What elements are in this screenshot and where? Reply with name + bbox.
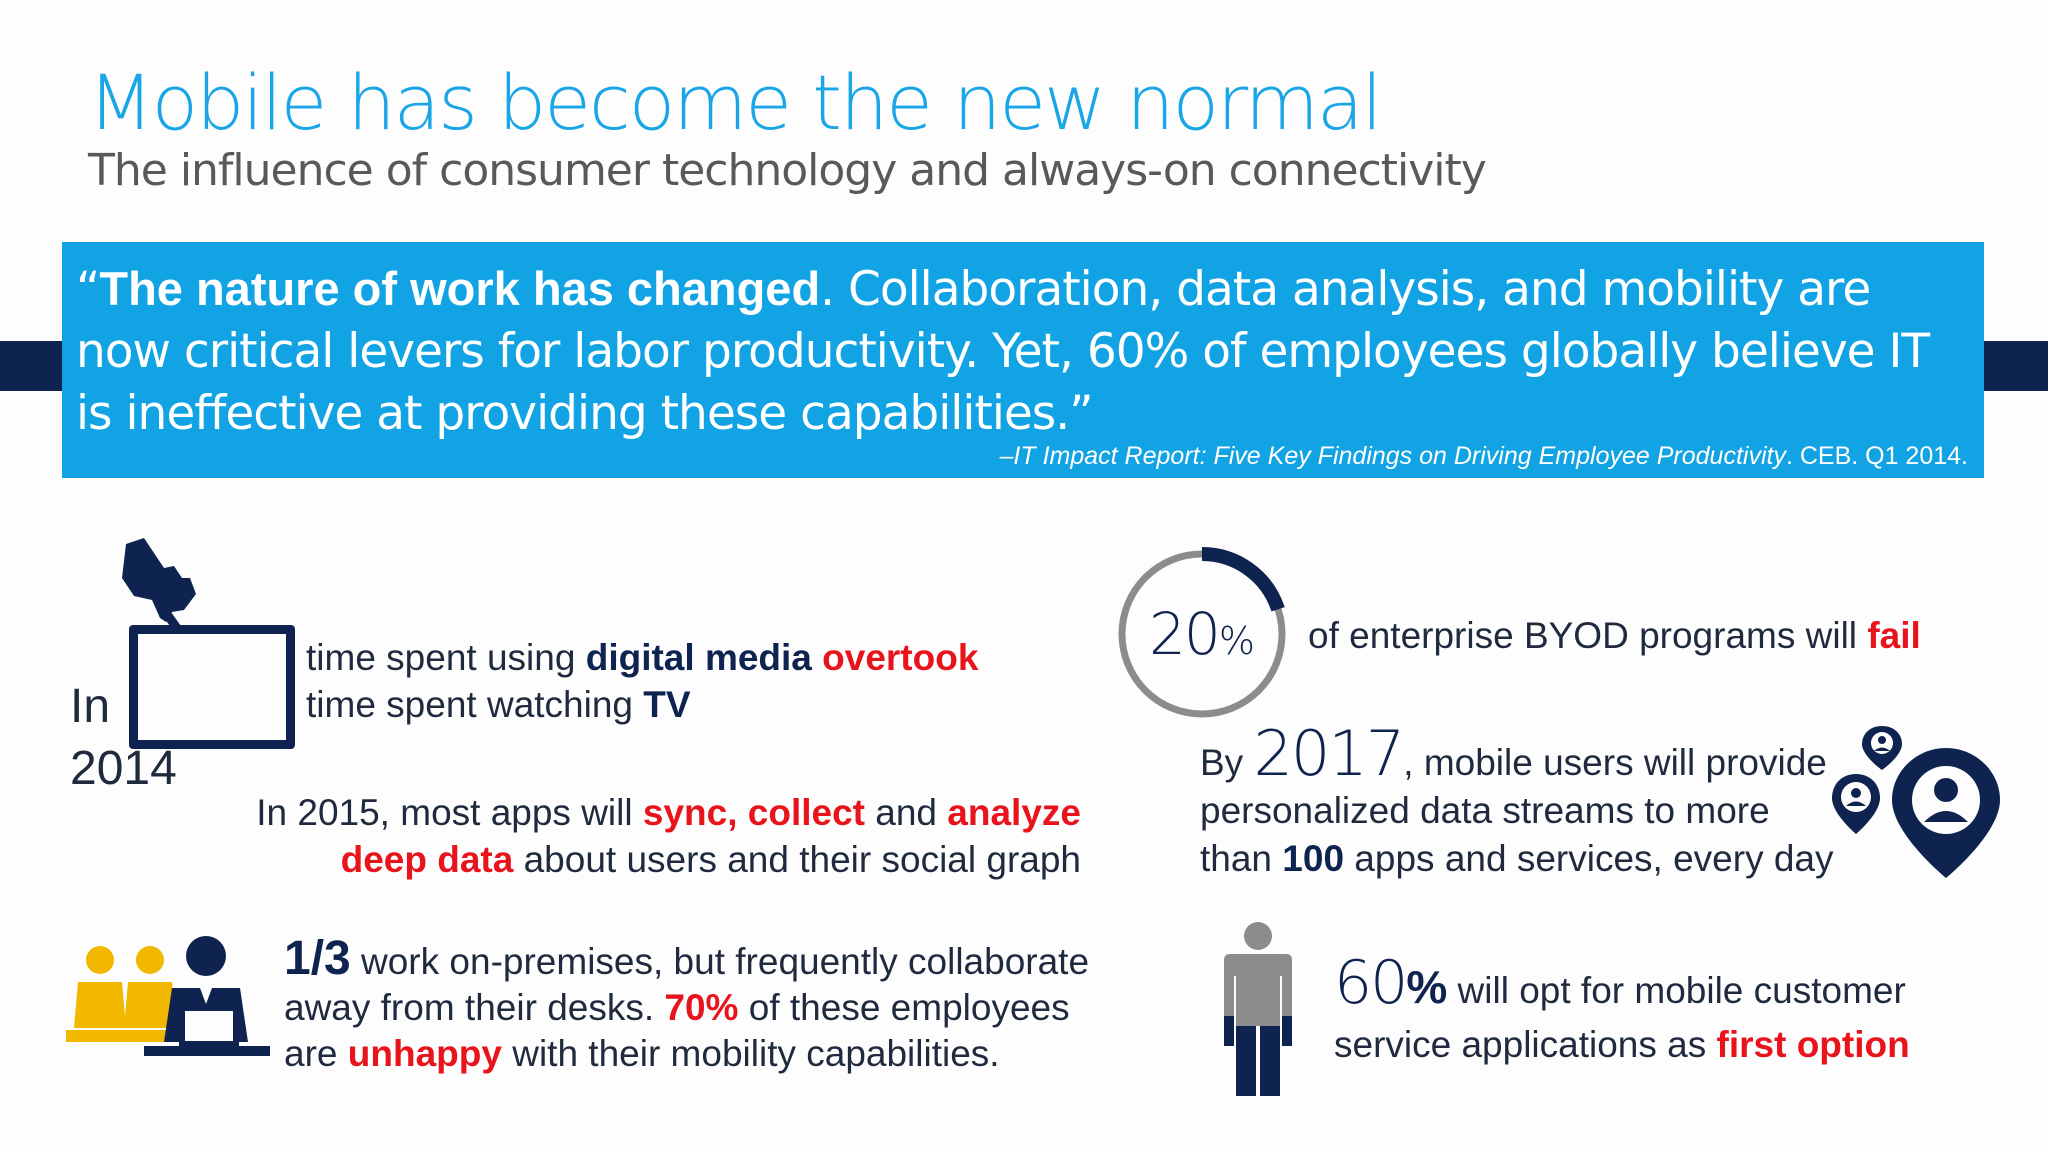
text: are <box>284 1033 348 1074</box>
right-accent-bar <box>1984 341 2048 391</box>
text: apps and services, every day <box>1344 838 1834 879</box>
text: By <box>1200 742 1254 783</box>
highlight-deep-data: deep data <box>340 839 514 880</box>
text: with their mobility capabilities. <box>501 1033 1000 1074</box>
highlight-one-third: 1/3 <box>284 932 351 985</box>
stat-line-1: 1/3 work on-premises, but frequently col… <box>284 935 1090 985</box>
text: of these employees <box>738 987 1070 1028</box>
sixty-percent-sign: % <box>1406 961 1448 1013</box>
year-label: 2014 <box>70 742 177 795</box>
page-title: Mobile has become the new normal <box>88 58 1383 147</box>
quote-open-mark: “ <box>76 262 100 317</box>
quote-bold: The nature of work has changed <box>99 262 821 315</box>
text: In 2015, most apps will <box>256 792 643 833</box>
citation-title: –IT Impact Report: Five Key Findings on … <box>999 442 1786 470</box>
highlight-sync: sync <box>642 792 728 833</box>
left-accent-bar <box>0 341 64 391</box>
quote-banner <box>62 242 1984 478</box>
year-2014-label: In 2014 <box>70 676 177 800</box>
comma: , <box>727 792 748 833</box>
text: about users and their social graph <box>513 839 1081 880</box>
byod-number: 20 <box>1149 600 1221 668</box>
highlight-digital-media: digital media <box>585 637 812 678</box>
stat-line-1: 60% will opt for mobile customer <box>1334 953 1910 1018</box>
stat-line-1: In 2015, most apps will sync, collect an… <box>225 789 1081 836</box>
text: will opt for mobile customer <box>1447 970 1906 1011</box>
text: , mobile users will provide <box>1403 742 1827 783</box>
highlight-100: 100 <box>1282 838 1345 879</box>
highlight-overtook: overtook <box>822 637 979 678</box>
location-pins-icon <box>1832 726 2000 878</box>
stat-line-2: time spent watching TV <box>306 681 978 728</box>
stat-byod: of enterprise BYOD programs will fail <box>1308 612 1921 659</box>
stat-collaborate: 1/3 work on-premises, but frequently col… <box>284 935 1090 1077</box>
person-figure-icon <box>1224 922 1292 1096</box>
tablet-icon <box>129 625 295 749</box>
quote-text: “The nature of work has changed. Collabo… <box>76 258 1956 445</box>
stat-line-3: than 100 apps and services, every day <box>1200 835 1834 883</box>
year-2017: 2017 <box>1253 717 1405 790</box>
page-subtitle: The influence of consumer technology and… <box>88 145 1487 196</box>
highlight-first-option: first option <box>1716 1024 1910 1065</box>
byod-percent-sign: % <box>1218 619 1255 663</box>
text: and <box>865 792 948 833</box>
stat-line-2: personalized data streams to more <box>1200 790 1770 831</box>
citation-source: . CEB. Q1 2014. <box>1785 442 1968 470</box>
office-workers-icon <box>66 936 270 1056</box>
stat-2017: By 2017, mobile users will provide perso… <box>1200 723 1834 883</box>
progress-ring-fill <box>1201 547 1285 612</box>
highlight-tv: TV <box>643 684 691 725</box>
stat-digital-media: time spent using digital media overtook … <box>306 634 978 728</box>
highlight-analyze: analyze <box>947 792 1081 833</box>
quote-rest: . Collaboration, data analysis, and mobi… <box>76 262 1930 441</box>
hand-pointer-icon <box>122 538 196 643</box>
byod-percent: 20% <box>1142 600 1262 668</box>
highlight-collect: collect <box>747 792 865 833</box>
stat-line-3: are unhappy with their mobility capabili… <box>284 1031 1089 1077</box>
text: time spent using <box>306 637 586 678</box>
text: of enterprise BYOD programs will <box>1308 615 1868 656</box>
stat-60-percent: 60% will opt for mobile customer service… <box>1334 953 1910 1072</box>
stat-2015-apps: In 2015, most apps will sync, collect an… <box>225 789 1081 883</box>
sixty-number: 60 <box>1334 948 1408 1018</box>
text: time spent watching <box>306 684 644 725</box>
quote-citation: –IT Impact Report: Five Key Findings on … <box>1000 442 1968 471</box>
highlight-70-percent: 70% <box>664 987 739 1028</box>
text: service applications as <box>1334 1024 1717 1065</box>
in-label: In <box>70 680 111 733</box>
highlight-unhappy: unhappy <box>347 1033 502 1074</box>
stat-line-2: service applications as first option <box>1334 1018 1910 1072</box>
stat-line-1: time spent using digital media overtook <box>306 634 978 681</box>
highlight-fail: fail <box>1867 615 1921 656</box>
text: away from their desks. <box>284 987 665 1028</box>
stat-line-2: away from their desks. 70% of these empl… <box>284 985 1089 1031</box>
progress-ring-icon <box>1118 547 1286 718</box>
text: than <box>1200 838 1283 879</box>
stat-line-1: By 2017, mobile users will provide <box>1200 723 1834 787</box>
stat-line-2: deep data about users and their social g… <box>225 836 1081 883</box>
text: work on-premises, but frequently collabo… <box>350 941 1090 982</box>
